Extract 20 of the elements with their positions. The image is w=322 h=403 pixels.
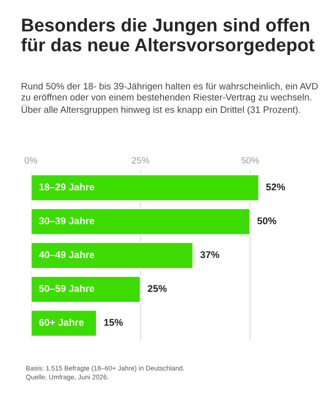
bar — [30, 242, 194, 270]
bar — [30, 275, 142, 304]
chart-title: Besonders die Jungen sind offen für das neue Altersvorsorgedepot — [21, 18, 314, 56]
y-tick-label: 18–29 Jahre — [40, 183, 94, 190]
data-label: 15% — [104, 318, 123, 326]
x-tick-label: 25% — [132, 157, 150, 164]
data-label: 37% — [200, 251, 220, 258]
chart-subtitle: Rund 50% der 18- bis 39-Jährigen halten es für wahrscheinlich, ein AVD zu eröffnen oder von einem bestehenden Riester-Vertrag zu wechseln. Über alle Altersgruppen hinweg ist es knapp ein Drittel (31 Prozent). — [21, 82, 318, 115]
bar — [30, 208, 251, 236]
x-tick-label: 50% — [241, 157, 259, 164]
y-tick-label: 60+ Jahre — [39, 318, 84, 326]
data-label: 50% — [257, 217, 276, 224]
data-label: 52% — [266, 184, 286, 190]
y-tick-label: 40–49 Jahre — [39, 250, 94, 258]
bar — [30, 309, 98, 338]
y-tick-label: 50–59 Jahre — [39, 284, 94, 292]
x-tick-label: 0% — [24, 157, 38, 164]
bar — [30, 174, 259, 202]
y-tick-label: 30–39 Jahre — [39, 217, 94, 224]
data-label: 25% — [148, 285, 167, 292]
